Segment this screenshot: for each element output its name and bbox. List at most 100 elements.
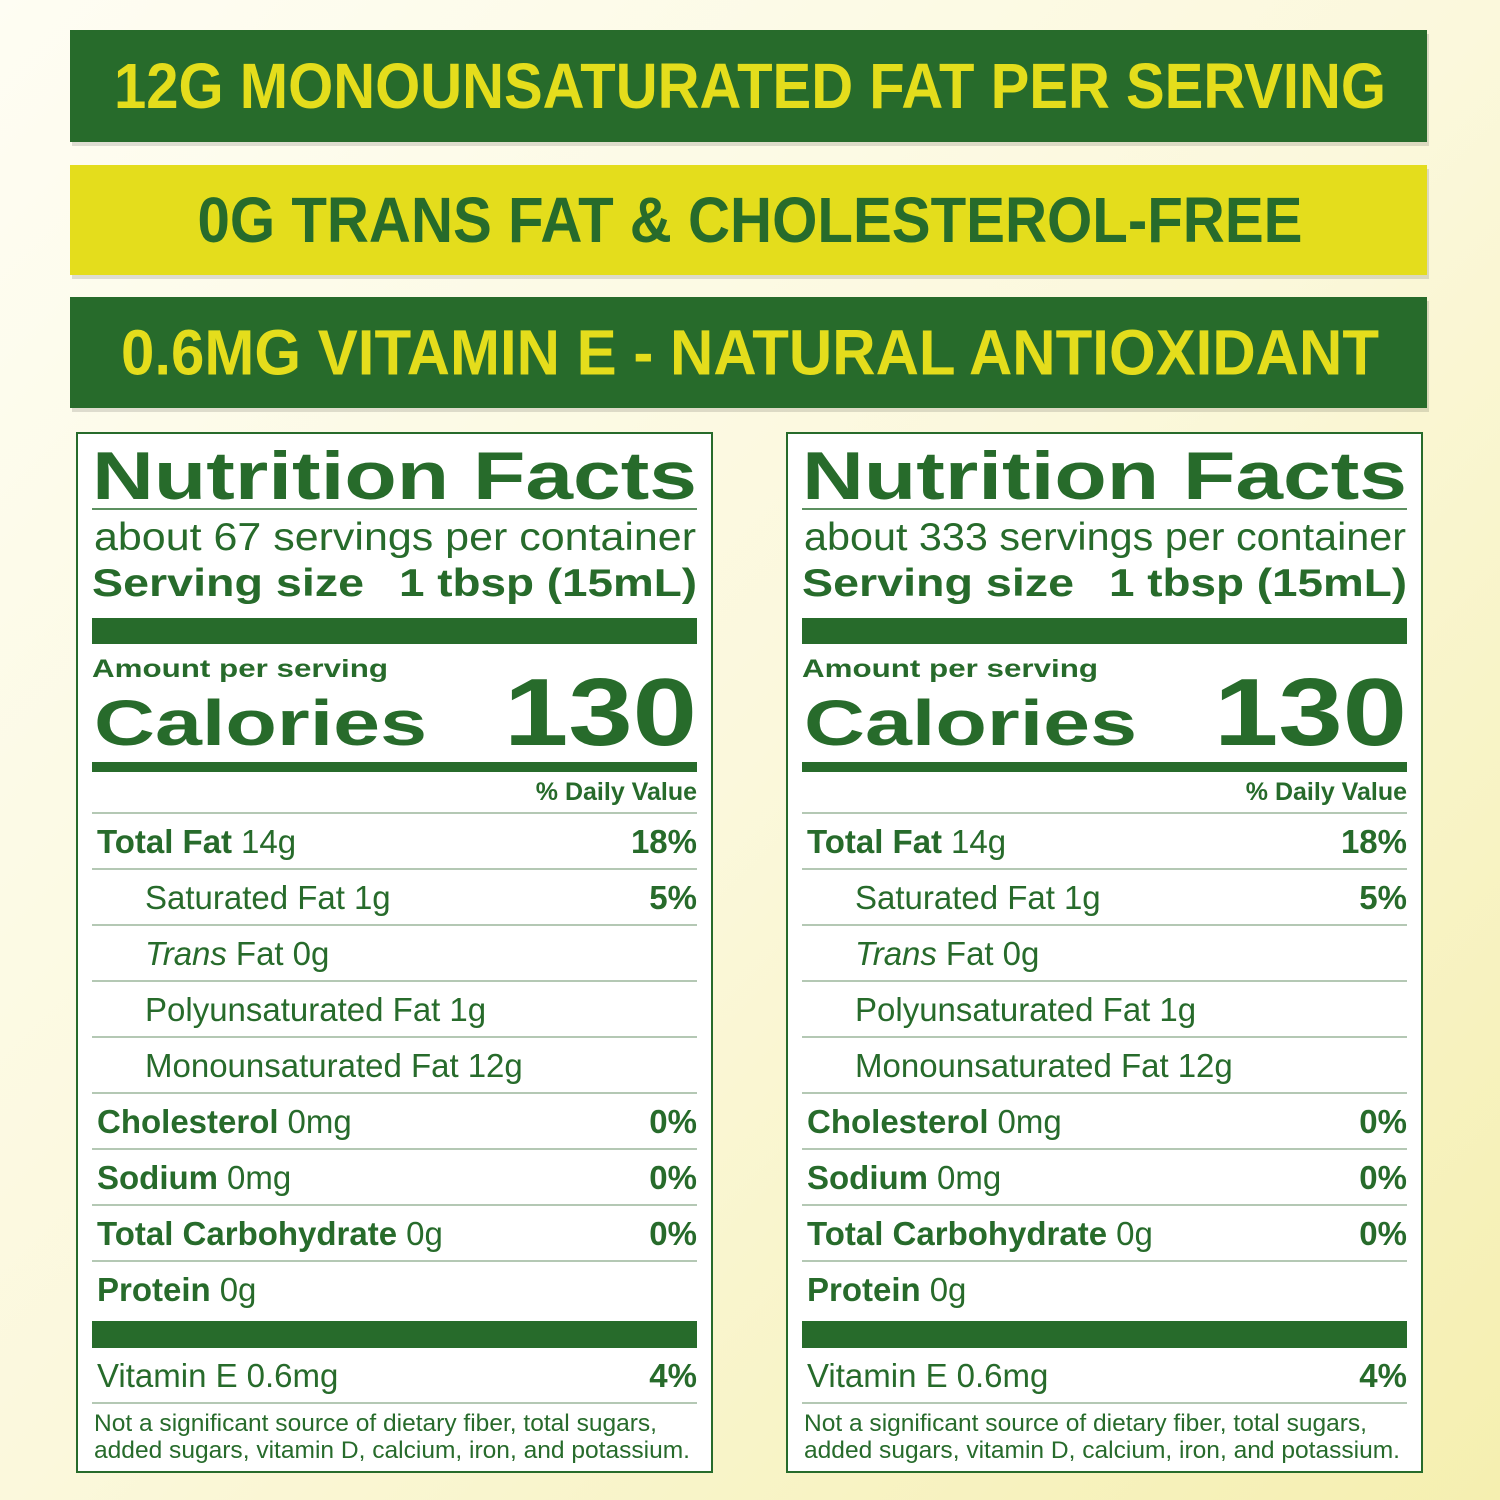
sub-nutrient-row: Monounsaturated Fat 12g [145,1047,523,1084]
medium-bar [92,762,697,772]
sub-nutrient-row: Trans Fat 0g [855,935,1039,972]
nutrient-row: Protein 0g [97,1271,256,1308]
servings: about 67 servings per container [94,516,696,559]
nutrient-name-italic: Trans [145,935,227,972]
sub-nutrient-row: Monounsaturated Fat 12g [855,1047,1233,1084]
sub-nutrient-row: Saturated Fat 1g [855,879,1101,916]
vitamin-amount: 0.6mg [247,1357,339,1394]
label-title: Nutrition Facts [802,438,1407,514]
amount-per-serving: Amount per serving [802,655,1098,683]
nutrient-name: Polyunsaturated Fat [855,991,1150,1028]
amount-per-serving: Amount per serving [92,655,388,683]
nutrient-row: Cholesterol 0mg [97,1103,352,1140]
nutrient-amount: 0mg [937,1159,1001,1196]
nutrient-name-italic: Trans [855,935,937,972]
calories-value: 130 [1214,659,1407,766]
banner [70,165,1427,275]
daily-value: 0% [649,1215,697,1252]
footnote: added sugars, vitamin D, calcium, iron, … [94,1437,690,1464]
daily-value: 0% [649,1159,697,1196]
sub-nutrient-row: Polyunsaturated Fat 1g [145,991,486,1028]
nutrient-amount: 1g [449,991,486,1028]
nutrient-name: Total Carbohydrate [97,1215,397,1252]
nutrient-name: Total Fat [97,823,232,860]
daily-value: 0% [1359,1159,1407,1196]
nutrient-name: Monounsaturated Fat [145,1047,459,1084]
nutrient-row: Protein 0g [807,1271,966,1308]
vitamin-name: Vitamin E [807,1357,948,1394]
servings: about 333 servings per container [804,516,1406,559]
nutrient-name: Sodium [97,1159,218,1196]
daily-value: 0% [649,1103,697,1140]
vitamin-amount: 0.6mg [957,1357,1049,1394]
nutrient-name: Polyunsaturated Fat [145,991,440,1028]
footnote: Not a significant source of dietary fibe… [804,1410,1367,1437]
nutrient-amount: 12g [468,1047,523,1084]
nutrient-amount: 0g [1116,1215,1153,1252]
nutrient-name: Cholesterol [807,1103,989,1140]
banner-text: 12G MONOUNSATURATED FAT PER SERVING [114,50,1386,122]
thick-bar [802,618,1407,644]
vitamin-row: Vitamin E 0.6mg [97,1357,338,1394]
serving-size-label: Serving size [92,562,364,605]
nutrient-name: Sodium [807,1159,928,1196]
nutrient-name: Total Carbohydrate [807,1215,1107,1252]
nutrient-amount: 1g [354,879,391,916]
vitamin-row: Vitamin E 0.6mg [807,1357,1048,1394]
daily-value: 5% [1359,879,1407,916]
thick-bar [92,618,697,644]
nutrient-amount: 0g [930,1271,967,1308]
nutrient-amount: 12g [1178,1047,1233,1084]
nutrient-row: Cholesterol 0mg [807,1103,1062,1140]
sub-nutrient-row: Saturated Fat 1g [145,879,391,916]
nutrient-row: Total Carbohydrate 0g [807,1215,1153,1252]
nutrient-amount: 0g [1003,935,1040,972]
banner-text: 0.6MG VITAMIN E - NATURAL ANTIOXIDANT [121,317,1379,389]
banner [70,30,1427,142]
medium-bar [802,762,1407,772]
daily-value: 18% [1341,823,1407,860]
nutrient-name: Monounsaturated Fat [855,1047,1169,1084]
label-box [786,432,1423,1473]
thick-bar [802,1321,1407,1348]
nutrient-name: Cholesterol [97,1103,279,1140]
sub-nutrient-row: Polyunsaturated Fat 1g [855,991,1196,1028]
footnote: added sugars, vitamin D, calcium, iron, … [804,1437,1400,1464]
calories-label: Calories [94,687,427,759]
nutrient-name: Fat [236,935,284,972]
sub-nutrient-row: Trans Fat 0g [145,935,329,972]
nutrient-amount: 0mg [227,1159,291,1196]
daily-value: 0% [1359,1215,1407,1252]
serving-size-label: Serving size [802,562,1074,605]
nutrient-row: Total Carbohydrate 0g [97,1215,443,1252]
nutrient-name: Saturated Fat [855,879,1055,916]
calories-value: 130 [504,659,697,766]
daily-value: 0% [1359,1103,1407,1140]
nutrient-row: Sodium 0mg [807,1159,1001,1196]
nutrient-name: Saturated Fat [145,879,345,916]
label-box [76,432,713,1473]
nutrient-amount: 0mg [288,1103,352,1140]
nutrient-amount: 1g [1064,879,1101,916]
nutrient-row: Total Fat 14g [97,823,296,860]
daily-value: 5% [649,879,697,916]
daily-value: 18% [631,823,697,860]
nutrient-name: Total Fat [807,823,942,860]
serving-size-value: 1 tbsp (15mL) [1109,562,1407,605]
vitamin-name: Vitamin E [97,1357,238,1394]
nutrient-name: Protein [97,1271,211,1308]
nutrient-amount: 0g [406,1215,443,1252]
banner [70,297,1427,408]
nutrient-amount: 14g [951,823,1006,860]
nutrient-name: Fat [946,935,994,972]
thick-bar [92,1321,697,1348]
daily-value: 4% [649,1357,697,1394]
label-title: Nutrition Facts [92,438,697,514]
footnote: Not a significant source of dietary fibe… [94,1410,657,1437]
nutrient-row: Total Fat 14g [807,823,1006,860]
nutrient-amount: 0mg [998,1103,1062,1140]
